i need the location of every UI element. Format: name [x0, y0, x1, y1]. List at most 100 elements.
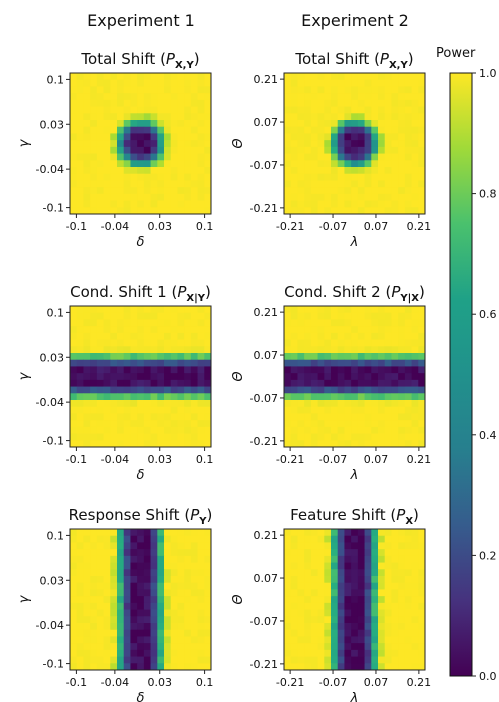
- heatmap-cell: [297, 366, 305, 374]
- panel-title-symbol: P: [177, 283, 187, 301]
- heatmap-cell: [204, 180, 212, 188]
- heatmap-cell: [337, 113, 345, 121]
- heatmap-cell: [371, 306, 379, 314]
- heatmap-cell: [418, 616, 426, 624]
- heatmap-cell: [384, 596, 392, 604]
- colorbar-tick-label: 0.0: [479, 670, 497, 683]
- heatmap-cell: [103, 332, 111, 340]
- heatmap-cell: [177, 629, 185, 637]
- heatmap-cell: [110, 79, 118, 87]
- heatmap-cell: [184, 153, 192, 161]
- heatmap-cell: [324, 180, 332, 188]
- heatmap-cell: [90, 373, 98, 381]
- heatmap-cell: [96, 180, 104, 188]
- heatmap-cell: [197, 413, 205, 421]
- heatmap-cell: [197, 440, 205, 448]
- heatmap-cell: [137, 406, 145, 414]
- heatmap-cell: [130, 319, 138, 327]
- panel-title-symbol: P: [380, 50, 390, 68]
- heatmap-cell: [357, 582, 365, 590]
- heatmap-cell: [170, 623, 178, 631]
- heatmap-cell: [371, 535, 379, 543]
- heatmap-cell: [304, 346, 312, 354]
- heatmap-cell: [398, 167, 406, 175]
- heatmap-cell: [70, 113, 78, 121]
- heatmap-cell: [391, 609, 399, 617]
- heatmap-cell: [324, 73, 332, 81]
- heatmap-cell: [117, 180, 125, 188]
- heatmap-cell: [324, 582, 332, 590]
- heatmap-cell: [96, 555, 104, 563]
- heatmap-cell: [184, 656, 192, 664]
- heatmap-cell: [384, 319, 392, 327]
- heatmap-cell: [103, 153, 111, 161]
- heatmap-cell: [103, 326, 111, 334]
- heatmap-cell: [123, 332, 131, 340]
- heatmap-cell: [364, 86, 372, 94]
- heatmap-cell: [384, 200, 392, 208]
- heatmap-cell: [378, 193, 386, 201]
- heatmap-cell: [391, 359, 399, 367]
- heatmap-cell: [96, 656, 104, 664]
- heatmap-cell: [117, 576, 125, 584]
- heatmap-cell: [177, 400, 185, 408]
- heatmap-cell: [123, 400, 131, 408]
- heatmap-cell: [197, 73, 205, 81]
- heatmap-cell: [398, 596, 406, 604]
- heatmap-cell: [130, 596, 138, 604]
- heatmap-cell: [123, 306, 131, 314]
- heatmap-cell: [357, 663, 365, 671]
- heatmap-cell: [103, 555, 111, 563]
- heatmap-cell: [123, 420, 131, 428]
- heatmap-cell: [357, 312, 365, 320]
- heatmap-cell: [378, 146, 386, 154]
- heatmap-cell: [324, 99, 332, 107]
- heatmap-cell: [83, 73, 91, 81]
- heatmap-cell: [384, 433, 392, 441]
- heatmap-cell: [297, 616, 305, 624]
- heatmap-cell: [110, 649, 118, 657]
- heatmap-cell: [70, 393, 78, 401]
- heatmap-cell: [391, 373, 399, 381]
- heatmap-cell: [404, 319, 412, 327]
- heatmap-cell: [103, 140, 111, 148]
- heatmap-cell: [150, 529, 158, 537]
- heatmap-cell: [344, 187, 352, 195]
- heatmap-cell: [143, 663, 151, 671]
- heatmap-cell: [411, 602, 419, 610]
- heatmap-cell: [337, 576, 345, 584]
- heatmap-cell: [190, 643, 198, 651]
- heatmap-cell: [337, 636, 345, 644]
- heatmap-cell: [290, 569, 298, 577]
- heatmap-cell: [90, 589, 98, 597]
- heatmap-cell: [177, 332, 185, 340]
- heatmap-cell: [404, 193, 412, 201]
- heatmap-cell: [284, 636, 292, 644]
- heatmap-cell: [418, 562, 426, 570]
- heatmap-cell: [317, 535, 325, 543]
- heatmap-cell: [398, 113, 406, 121]
- heatmap-cell: [357, 79, 365, 87]
- heatmap-cell: [110, 99, 118, 107]
- heatmap-cell: [157, 569, 165, 577]
- heatmap-cell: [337, 200, 345, 208]
- heatmap-cell: [103, 562, 111, 570]
- heatmap-cell: [70, 535, 78, 543]
- heatmap-cell: [83, 596, 91, 604]
- heatmap-cell: [90, 126, 98, 134]
- x-tick-label: -0.21: [276, 453, 304, 466]
- heatmap-cell: [398, 200, 406, 208]
- heatmap-cell: [290, 602, 298, 610]
- heatmap-cell: [344, 126, 352, 134]
- heatmap-cell: [310, 549, 318, 557]
- x-axis-label: λ: [350, 235, 359, 250]
- heatmap-cell: [190, 146, 198, 154]
- heatmap-cell: [418, 167, 426, 175]
- heatmap-cell: [110, 576, 118, 584]
- heatmap-cell: [110, 420, 118, 428]
- heatmap-cell: [137, 589, 145, 597]
- heatmap-cell: [204, 326, 212, 334]
- plot-frame: [283, 305, 426, 448]
- heatmap-cell: [123, 200, 131, 208]
- heatmap-cell: [310, 609, 318, 617]
